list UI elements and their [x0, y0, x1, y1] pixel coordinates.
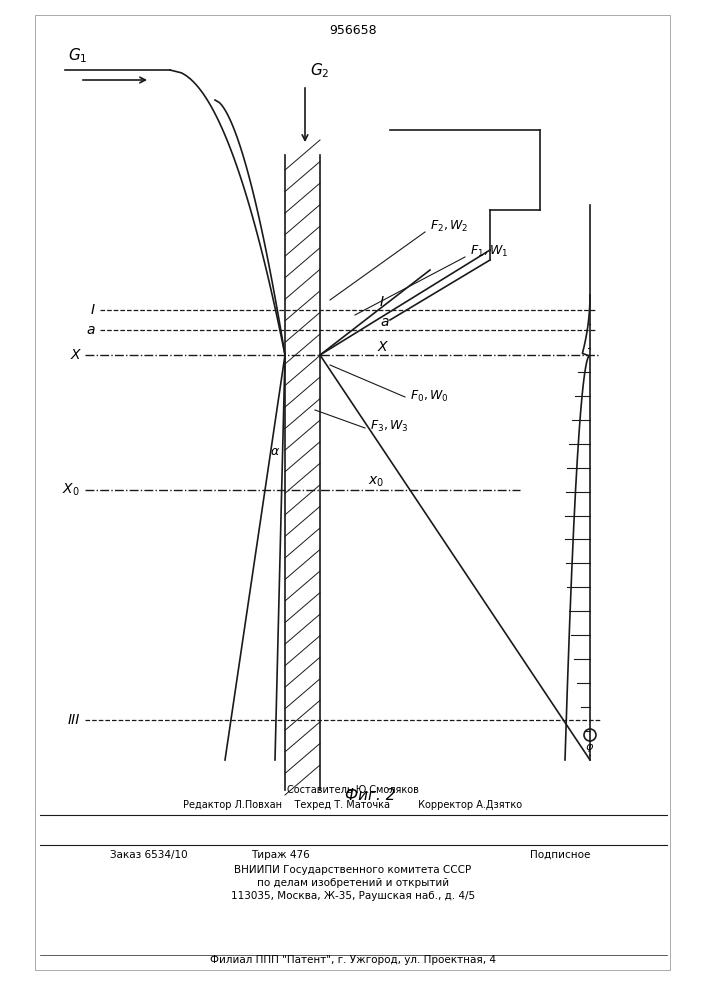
Text: Заказ 6534/10: Заказ 6534/10: [110, 850, 187, 860]
Text: $F_0, W_0$: $F_0, W_0$: [410, 389, 449, 404]
Text: Составитель Ю.Смоляков: Составитель Ю.Смоляков: [287, 785, 419, 795]
Text: $X_0$: $X_0$: [62, 482, 80, 498]
Text: Филиал ППП "Патент", г. Ужгород, ул. Проектная, 4: Филиал ППП "Патент", г. Ужгород, ул. Про…: [210, 955, 496, 965]
Text: 113035, Москва, Ж-35, Раушская наб., д. 4/5: 113035, Москва, Ж-35, Раушская наб., д. …: [231, 891, 475, 901]
Text: $G_2$: $G_2$: [310, 61, 329, 80]
Text: $G_1$: $G_1$: [68, 46, 88, 65]
Text: ВНИИПИ Государственного комитета СССР: ВНИИПИ Государственного комитета СССР: [235, 865, 472, 875]
Text: X: X: [71, 348, 80, 362]
Text: $F_1, W_1$: $F_1, W_1$: [470, 244, 508, 259]
Text: $x_0$: $x_0$: [368, 475, 384, 489]
Text: Редактор Л.Повхан    Техред Т. Маточка         Корректор А.Дзятко: Редактор Л.Повхан Техред Т. Маточка Корр…: [183, 800, 522, 810]
Text: по делам изобретений и открытий: по делам изобретений и открытий: [257, 878, 449, 888]
Text: X: X: [378, 340, 387, 354]
Text: a: a: [380, 315, 389, 329]
Text: Тираж 476: Тираж 476: [250, 850, 310, 860]
Text: $\varphi$: $\varphi$: [585, 742, 595, 754]
Text: $F_3, W_3$: $F_3, W_3$: [370, 419, 409, 434]
Text: $\alpha$: $\alpha$: [270, 445, 280, 458]
Text: a: a: [86, 323, 95, 337]
Text: $F_2, W_2$: $F_2, W_2$: [430, 219, 469, 234]
Text: I: I: [380, 295, 384, 309]
Text: I: I: [91, 303, 95, 317]
Text: Фиг. 2: Фиг. 2: [345, 788, 395, 803]
Text: Подписное: Подписное: [530, 850, 590, 860]
Text: III: III: [68, 713, 80, 727]
Text: 956658: 956658: [329, 23, 377, 36]
